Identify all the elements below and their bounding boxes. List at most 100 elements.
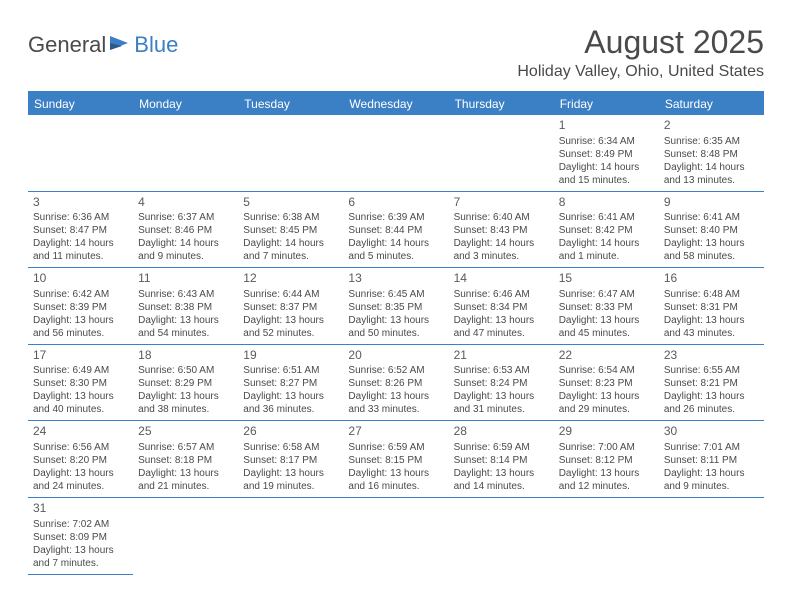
day-detail: Daylight: 14 hours — [559, 161, 654, 174]
calendar-week-row: 17Sunrise: 6:49 AMSunset: 8:30 PMDayligh… — [28, 344, 764, 421]
calendar-day-cell — [28, 115, 133, 191]
day-detail: and 12 minutes. — [559, 480, 654, 493]
day-number: 21 — [454, 348, 549, 364]
calendar-week-row: 3Sunrise: 6:36 AMSunset: 8:47 PMDaylight… — [28, 191, 764, 268]
calendar-day-cell — [133, 497, 238, 574]
calendar-day-cell: 11Sunrise: 6:43 AMSunset: 8:38 PMDayligh… — [133, 268, 238, 345]
calendar-day-cell: 25Sunrise: 6:57 AMSunset: 8:18 PMDayligh… — [133, 421, 238, 498]
day-detail: and 7 minutes. — [243, 250, 338, 263]
day-detail: and 26 minutes. — [664, 403, 759, 416]
day-detail: Sunrise: 6:44 AM — [243, 288, 338, 301]
day-detail: Daylight: 13 hours — [559, 390, 654, 403]
day-detail: and 13 minutes. — [664, 174, 759, 187]
day-number: 7 — [454, 195, 549, 211]
day-number: 20 — [348, 348, 443, 364]
day-detail: and 1 minute. — [559, 250, 654, 263]
day-detail: Sunset: 8:29 PM — [138, 377, 233, 390]
calendar-day-cell: 14Sunrise: 6:46 AMSunset: 8:34 PMDayligh… — [449, 268, 554, 345]
day-detail: and 21 minutes. — [138, 480, 233, 493]
calendar-day-cell: 15Sunrise: 6:47 AMSunset: 8:33 PMDayligh… — [554, 268, 659, 345]
day-detail: Sunrise: 6:53 AM — [454, 364, 549, 377]
day-detail: Sunrise: 6:42 AM — [33, 288, 128, 301]
day-detail: Sunrise: 6:50 AM — [138, 364, 233, 377]
day-number: 6 — [348, 195, 443, 211]
calendar-day-cell — [343, 115, 448, 191]
day-detail: Sunrise: 7:01 AM — [664, 441, 759, 454]
day-detail: Daylight: 13 hours — [559, 314, 654, 327]
calendar-day-cell: 31Sunrise: 7:02 AMSunset: 8:09 PMDayligh… — [28, 497, 133, 574]
day-detail: Sunrise: 6:54 AM — [559, 364, 654, 377]
day-detail: Sunset: 8:09 PM — [33, 531, 128, 544]
day-detail: Sunset: 8:30 PM — [33, 377, 128, 390]
calendar-day-cell — [449, 115, 554, 191]
weekday-header-row: Sunday Monday Tuesday Wednesday Thursday… — [28, 92, 764, 115]
weekday-header: Thursday — [449, 92, 554, 115]
day-detail: Daylight: 13 hours — [33, 467, 128, 480]
calendar-day-cell: 19Sunrise: 6:51 AMSunset: 8:27 PMDayligh… — [238, 344, 343, 421]
day-number: 13 — [348, 271, 443, 287]
day-number: 29 — [559, 424, 654, 440]
day-detail: Daylight: 13 hours — [243, 390, 338, 403]
day-detail: and 45 minutes. — [559, 327, 654, 340]
day-detail: Daylight: 13 hours — [664, 237, 759, 250]
day-number: 24 — [33, 424, 128, 440]
day-detail: Sunrise: 6:49 AM — [33, 364, 128, 377]
day-detail: Daylight: 13 hours — [243, 314, 338, 327]
day-detail: Daylight: 13 hours — [138, 390, 233, 403]
day-number: 1 — [559, 118, 654, 134]
day-detail: Sunset: 8:31 PM — [664, 301, 759, 314]
day-number: 5 — [243, 195, 338, 211]
day-detail: Sunset: 8:44 PM — [348, 224, 443, 237]
calendar-day-cell: 24Sunrise: 6:56 AMSunset: 8:20 PMDayligh… — [28, 421, 133, 498]
day-detail: Sunrise: 7:00 AM — [559, 441, 654, 454]
day-detail: and 11 minutes. — [33, 250, 128, 263]
day-detail: Sunset: 8:14 PM — [454, 454, 549, 467]
day-detail: Daylight: 14 hours — [348, 237, 443, 250]
calendar-week-row: 1Sunrise: 6:34 AMSunset: 8:49 PMDaylight… — [28, 115, 764, 191]
day-detail: Sunset: 8:34 PM — [454, 301, 549, 314]
day-detail: Sunset: 8:15 PM — [348, 454, 443, 467]
day-detail: Daylight: 13 hours — [138, 467, 233, 480]
calendar-day-cell: 17Sunrise: 6:49 AMSunset: 8:30 PMDayligh… — [28, 344, 133, 421]
day-detail: Sunrise: 6:59 AM — [348, 441, 443, 454]
day-detail: Daylight: 13 hours — [243, 467, 338, 480]
weekday-header: Friday — [554, 92, 659, 115]
calendar-week-row: 10Sunrise: 6:42 AMSunset: 8:39 PMDayligh… — [28, 268, 764, 345]
day-detail: Sunset: 8:27 PM — [243, 377, 338, 390]
calendar-day-cell: 21Sunrise: 6:53 AMSunset: 8:24 PMDayligh… — [449, 344, 554, 421]
calendar-day-cell — [238, 497, 343, 574]
day-detail: and 14 minutes. — [454, 480, 549, 493]
logo: General Blue — [28, 32, 178, 58]
day-detail: Sunrise: 6:38 AM — [243, 211, 338, 224]
day-detail: and 9 minutes. — [138, 250, 233, 263]
calendar-day-cell: 27Sunrise: 6:59 AMSunset: 8:15 PMDayligh… — [343, 421, 448, 498]
day-detail: Daylight: 13 hours — [454, 314, 549, 327]
day-detail: Sunset: 8:42 PM — [559, 224, 654, 237]
day-detail: Sunset: 8:26 PM — [348, 377, 443, 390]
day-detail: Sunrise: 6:59 AM — [454, 441, 549, 454]
day-detail: Daylight: 13 hours — [138, 314, 233, 327]
calendar-day-cell — [659, 497, 764, 574]
day-detail: Sunset: 8:33 PM — [559, 301, 654, 314]
day-detail: and 52 minutes. — [243, 327, 338, 340]
calendar-day-cell — [343, 497, 448, 574]
day-detail: and 56 minutes. — [33, 327, 128, 340]
day-detail: and 16 minutes. — [348, 480, 443, 493]
logo-flag-icon — [108, 34, 132, 57]
header: General Blue August 2025 Holiday Valley,… — [28, 24, 764, 81]
day-detail: and 7 minutes. — [33, 557, 128, 570]
day-detail: and 31 minutes. — [454, 403, 549, 416]
day-number: 31 — [33, 501, 128, 517]
day-detail: Sunset: 8:46 PM — [138, 224, 233, 237]
calendar-day-cell — [554, 497, 659, 574]
day-detail: Sunset: 8:17 PM — [243, 454, 338, 467]
day-detail: Daylight: 14 hours — [243, 237, 338, 250]
day-number: 12 — [243, 271, 338, 287]
day-detail: and 43 minutes. — [664, 327, 759, 340]
day-detail: Sunset: 8:35 PM — [348, 301, 443, 314]
calendar-day-cell: 5Sunrise: 6:38 AMSunset: 8:45 PMDaylight… — [238, 191, 343, 268]
day-detail: and 29 minutes. — [559, 403, 654, 416]
day-detail: Sunrise: 6:41 AM — [664, 211, 759, 224]
calendar-day-cell: 23Sunrise: 6:55 AMSunset: 8:21 PMDayligh… — [659, 344, 764, 421]
calendar-day-cell: 22Sunrise: 6:54 AMSunset: 8:23 PMDayligh… — [554, 344, 659, 421]
